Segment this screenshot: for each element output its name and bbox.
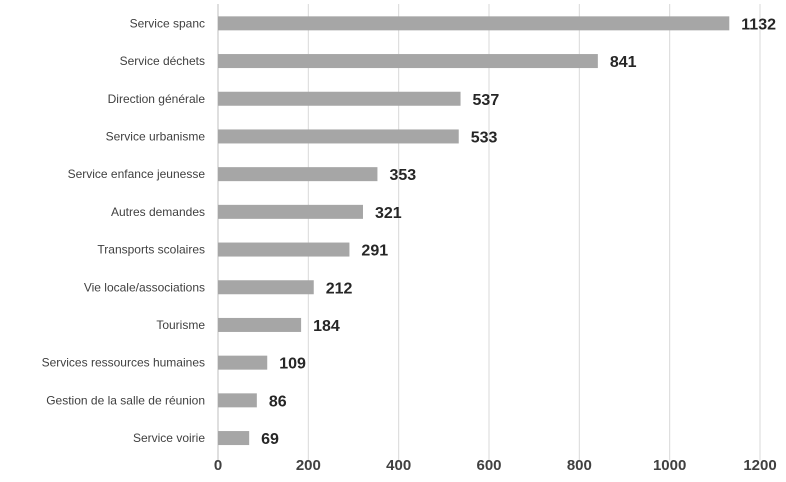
category-label: Service urbanisme	[106, 129, 206, 143]
data-label: 321	[375, 205, 402, 222]
data-label: 184	[313, 318, 340, 335]
data-label: 353	[389, 167, 416, 184]
gridlines	[217, 4, 761, 461]
bar	[218, 431, 250, 446]
category-label: Services ressources humaines	[42, 356, 205, 370]
bar	[218, 393, 257, 408]
bar	[218, 242, 350, 257]
data-label: 537	[473, 92, 500, 109]
data-label: 533	[471, 129, 498, 146]
x-tick-label: 1000	[653, 457, 686, 474]
bar	[218, 91, 461, 106]
x-tick-label: 800	[567, 457, 592, 474]
bar	[218, 167, 378, 182]
x-tick-label: 600	[476, 457, 501, 474]
x-tick-label: 200	[296, 457, 321, 474]
data-label: 212	[326, 280, 353, 297]
category-label: Gestion de la salle de réunion	[46, 393, 205, 407]
bar	[218, 317, 302, 332]
category-label: Service voirie	[133, 431, 205, 445]
bar	[218, 280, 314, 295]
data-labels: 1132 841 537 533 353 321 291 212 184 109 86 69	[261, 16, 776, 448]
data-label: 86	[269, 393, 287, 410]
category-label: Service enfance jeunesse	[68, 167, 206, 181]
bar	[218, 54, 598, 69]
data-label: 841	[610, 54, 637, 71]
category-label: Transports scolaires	[97, 243, 205, 257]
x-tick-label: 400	[386, 457, 411, 474]
category-label: Service spanc	[130, 16, 205, 30]
category-label: Service déchets	[120, 54, 205, 68]
data-label: 69	[261, 431, 279, 448]
data-label: 291	[361, 243, 388, 260]
bar	[218, 129, 459, 144]
bars	[218, 16, 730, 446]
x-tick-label: 0	[214, 457, 222, 474]
bar	[218, 204, 363, 219]
data-label: 1132	[741, 16, 776, 33]
category-label: Autres demandes	[111, 205, 205, 219]
bar	[218, 355, 268, 370]
category-labels: Service spanc Service déchets Direction gé…	[42, 16, 206, 445]
category-label: Direction générale	[108, 92, 206, 106]
x-tick-label: 1200	[743, 457, 776, 474]
category-label: Tourisme	[156, 318, 205, 332]
data-label: 109	[279, 356, 306, 373]
category-label: Vie locale/associations	[84, 280, 205, 294]
bar	[218, 16, 730, 31]
x-axis-tick-labels: 0 200 400 600 800 1000 1200	[214, 457, 777, 474]
